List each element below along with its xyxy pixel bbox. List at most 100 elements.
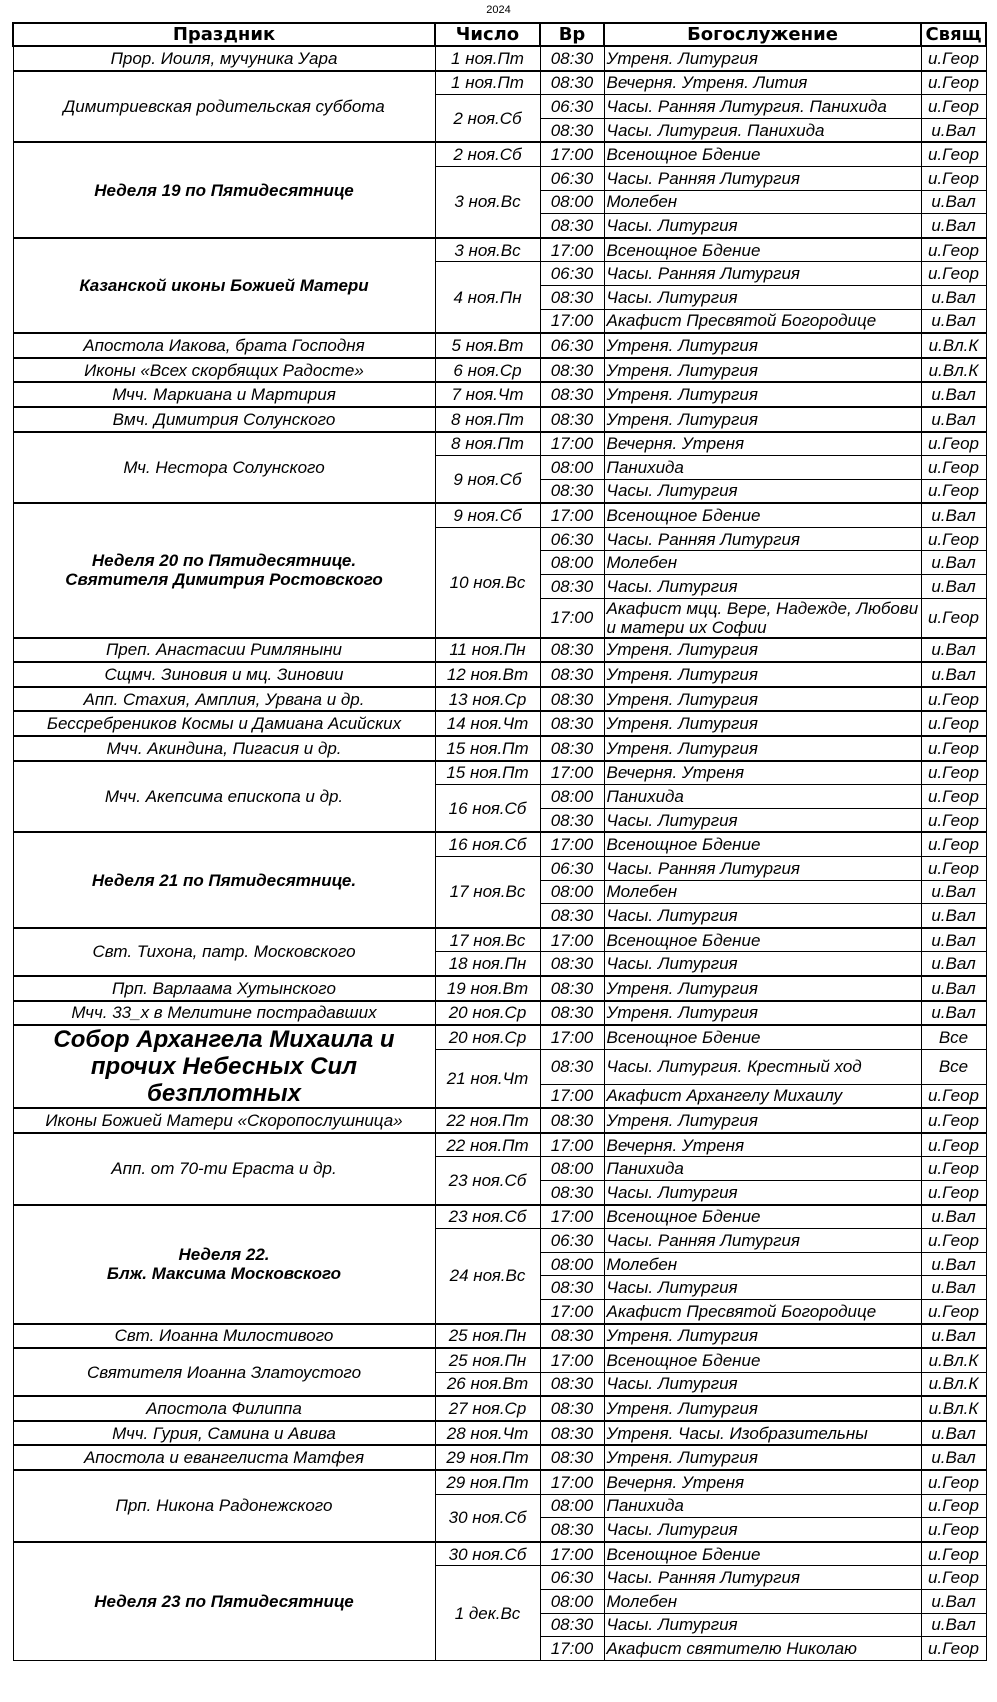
date-cell: 3 ноя.Вс [434, 236, 541, 263]
date-cell: 22 ноя.Пт [434, 1131, 541, 1158]
time-cell: 08:00 [539, 1251, 605, 1277]
feast-cell: Иконы Божией Матери «Скоропослушница» [12, 1107, 436, 1134]
priest-cell: и.Геор [920, 856, 987, 881]
service-cell: Часы. Литургия [603, 1275, 922, 1300]
priest-cell: и.Вал [920, 1444, 987, 1471]
feast-cell: Неделя 20 по Пятидесятнице. Святителя Ди… [12, 502, 436, 639]
time-cell: 06:30 [539, 1228, 605, 1253]
date-cell: 7 ноя.Чт [434, 381, 541, 408]
table-row: Димитриевская родительская суббота 1 ноя.… [12, 69, 987, 143]
service-cell: Всенощное Бдение [603, 926, 922, 953]
service-cell: Утреня. Литургия [603, 636, 922, 663]
service-cell: Часы. Ранняя Литургия. Панихида [603, 94, 922, 119]
feast-cell: Свт. Тихона, патр. Московского [12, 926, 436, 977]
time-cell: 08:30 [539, 636, 605, 663]
table-row: 26 ноя.Вт 08:30 Часы. Литургия и.Вл.К [13, 1371, 987, 1397]
time-cell: 08:30 [539, 1371, 605, 1397]
feast-cell: Собор Архангела Михаила и прочих Небесны… [12, 1024, 436, 1109]
date-cell: 25 ноя.Пн [434, 1322, 541, 1349]
priest-cell: и.Вал [920, 1322, 987, 1349]
time-cell: 08:30 [539, 356, 605, 383]
date-cell: 17 ноя.Вс [434, 926, 541, 953]
priest-cell: и.Вал [920, 213, 987, 239]
table-row: 08:30 Часы. Литургия и.Вал [13, 213, 987, 239]
table-row: 17:00 Акафист Пресвятой Богородице и.Геор [13, 1298, 987, 1325]
date-cell: 2 ноя.Сб [434, 141, 541, 167]
time-cell: 08:30 [539, 903, 605, 929]
table-row: Мч. Нестора Солунского 8 ноя.Пт 17:00 Вечер… [12, 430, 987, 504]
feast-cell: Мчч. Гурия, Самина и Авива [12, 1419, 436, 1446]
service-cell: Часы. Литургия [603, 1612, 922, 1638]
service-cell: Утреня. Литургия [603, 332, 922, 359]
date-cell: 10 ноя.Вс [434, 526, 541, 639]
priest-cell: и.Геор [920, 597, 987, 639]
time-cell: 08:30 [539, 710, 605, 737]
table-row: 23 ноя.Сб 08:00 Панихида и.Геор [13, 1156, 987, 1206]
time-cell: 08:00 [539, 784, 605, 809]
time-cell: 06:30 [539, 526, 605, 552]
priest-cell: и.Геор [920, 94, 987, 119]
feast-cell: Прп. Варлаама Хутынского [12, 974, 436, 1002]
service-cell: Молебен [603, 1589, 922, 1614]
feast-cell: Вмч. Димитрия Солунского [12, 405, 436, 432]
table-row: 08:00 Молебен и.Вал [13, 1589, 987, 1614]
feast-cell: Апп. Стахия, Амплия, Урвана и др. [12, 685, 436, 712]
table-row: 08:00 Молебен и.Вал [13, 550, 987, 576]
table-row: 9 ноя.Сб 08:00 Панихида и.Геор [13, 455, 987, 504]
table-row: 17:00 Акафист мцц. Вере, Надежде, Любови … [13, 597, 987, 639]
table-row: Сщмч. Зиновия и мц. Зиновии 12 ноя.Вт 08:3… [12, 661, 987, 688]
priest-cell: и.Вал [920, 1203, 987, 1230]
time-cell: 08:00 [539, 189, 605, 215]
service-cell: Утреня. Литургия [603, 1322, 922, 1349]
priest-cell: и.Вал [920, 951, 987, 977]
service-cell: Часы. Литургия [603, 951, 922, 977]
service-cell: Акафист Пресвятой Богородице [603, 308, 922, 334]
table-row: 16 ноя.Сб 08:00 Панихида и.Геор [13, 784, 987, 833]
table-row: Свт. Иоанна Милостивого 25 ноя.Пн 08:30 Утр… [12, 1322, 987, 1349]
date-cell: 17 ноя.Вс [434, 855, 541, 929]
service-cell: Часы. Литургия [603, 284, 922, 310]
service-cell: Акафист Архангелу Михаилу [603, 1083, 922, 1109]
table-row: Святителя Иоанна Златоустого 25 ноя.Пн 17:… [12, 1347, 987, 1397]
date-cell: 16 ноя.Сб [434, 831, 541, 858]
time-cell: 17:00 [539, 1024, 605, 1050]
time-cell: 08:30 [539, 1179, 605, 1206]
table-row: Неделя 21 по Пятидесятнице. 16 ноя.Сб 17:0… [12, 831, 987, 929]
header-feast: Праздник [12, 22, 436, 47]
date-cell: 9 ноя.Сб [434, 455, 541, 504]
time-cell: 08:30 [539, 1517, 605, 1543]
priest-cell: и.Геор [920, 784, 987, 809]
table-row: Неделя 20 по Пятидесятнице. Святителя Ди… [12, 502, 987, 639]
date-cell: 1 ноя.Пт [434, 45, 541, 72]
service-cell: Часы. Литургия [603, 903, 922, 929]
table-row: 3 ноя.Вс 06:30 Часы. Ранняя Литургия и.Геор [13, 165, 987, 239]
service-cell: Вечерня. Утреня [603, 759, 922, 786]
service-cell: Вечерня. Утреня. Лития [603, 69, 922, 96]
table-row: Мчч. Акепсима епископа и др. 15 ноя.Пт 17:… [12, 759, 987, 833]
service-cell: Панихида [603, 455, 922, 480]
service-cell: Часы. Литургия [603, 1517, 922, 1543]
service-cell: Часы. Литургия. Крестный ход [603, 1048, 922, 1085]
priest-cell: и.Геор [920, 1517, 987, 1543]
date-cell: 30 ноя.Сб [434, 1493, 541, 1543]
service-cell: Панихида [603, 1493, 922, 1519]
time-cell: 06:30 [539, 332, 605, 359]
time-cell: 08:00 [539, 1589, 605, 1614]
table-row: 08:00 Молебен и.Вал [13, 189, 987, 215]
table-row: Прор. Иоиля, мучуника Уара 1 ноя.Пт 08:30 У… [12, 45, 987, 72]
time-cell: 17:00 [539, 1083, 605, 1109]
feast-cell: Мчч. Акепсима епископа и др. [12, 759, 436, 833]
priest-cell: и.Геор [920, 236, 987, 263]
date-cell: 29 ноя.Пт [434, 1444, 541, 1471]
table-row: 08:30 Часы. Литургия и.Вал [13, 1612, 987, 1638]
service-cell: Всенощное Бдение [603, 1540, 922, 1567]
time-cell: 17:00 [539, 1298, 605, 1325]
priest-cell: и.Геор [920, 1636, 987, 1661]
feast-cell: Апостола Иакова, брата Господня [12, 332, 436, 359]
date-cell: 12 ноя.Вт [434, 661, 541, 688]
service-cell: Часы. Литургия [603, 574, 922, 599]
service-cell: Утреня. Литургия [603, 405, 922, 432]
priest-cell: и.Геор [920, 261, 987, 286]
time-cell: 08:00 [539, 1156, 605, 1181]
service-cell: Утреня. Литургия [603, 1444, 922, 1471]
